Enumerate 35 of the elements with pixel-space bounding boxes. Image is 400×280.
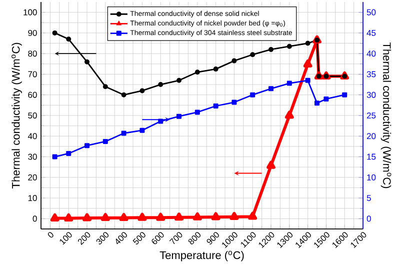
x-tick-label: 900 <box>206 232 219 244</box>
y-tick-label: 30 <box>28 154 37 160</box>
y2-tick-label: 30 <box>366 92 376 98</box>
y-tick-label: 60 <box>28 92 37 98</box>
y-axis-title: Thermal conductivity (W/m$^{o}$C) <box>12 42 22 189</box>
y2-tick-label: 20 <box>366 133 376 140</box>
y2-axis-title: Thermal conductivity (W/m$^{o}$C) <box>380 42 392 188</box>
y-tick-label: 80 <box>28 50 37 57</box>
y-tick-label: 100 <box>24 9 37 16</box>
y2-tick-label: 50 <box>366 9 376 16</box>
y-tick-label: 40 <box>28 133 37 140</box>
y2-tick-label: 15 <box>367 154 376 160</box>
y2-tick-label: 10 <box>367 174 376 180</box>
y-tick-label: 20 <box>28 174 37 180</box>
y2-tick-label: 45 <box>366 30 376 36</box>
x-tick-label: 700 <box>169 232 182 244</box>
x-tick-label: 100 <box>60 232 72 245</box>
x-tick-label: 600 <box>152 232 164 244</box>
y2-tick-label: 5 <box>366 195 371 201</box>
y-tick-label: 10 <box>28 195 37 202</box>
x-tick-label: 500 <box>132 232 146 244</box>
y-tick-label: 70 <box>28 71 37 78</box>
y-tick-label: 50 <box>28 112 37 118</box>
y-tick-label: 90 <box>28 30 37 36</box>
x-tick-label: 800 <box>188 232 201 244</box>
y2-tick-label: 25 <box>366 112 376 118</box>
x-tick-label: 200 <box>78 232 90 245</box>
x-axis-title: Temperature ($^{o}$C) <box>160 250 244 262</box>
y2-tick-label: 35 <box>366 71 376 78</box>
x-tick-label: 400 <box>116 232 127 244</box>
x-tick-label: 300 <box>96 232 109 244</box>
y2-tick-label: 0 <box>366 216 371 222</box>
x-tick-label: 0 <box>48 232 54 238</box>
y-tick-label: 0 <box>32 216 37 222</box>
y2-tick-label: 40 <box>366 50 376 57</box>
